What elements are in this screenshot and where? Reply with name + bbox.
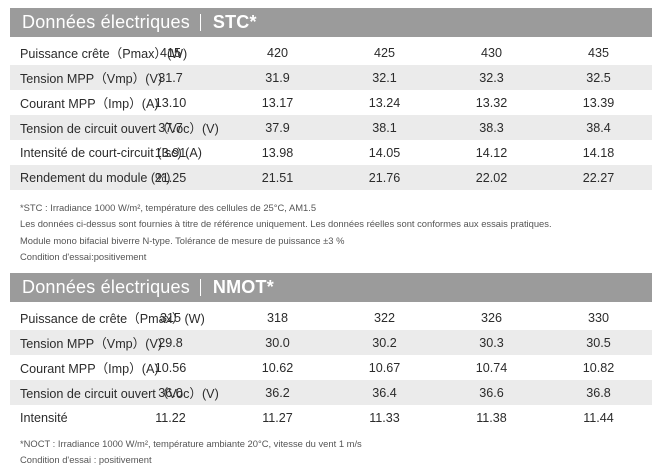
cell-value: 36.0 bbox=[117, 380, 224, 405]
cell-value: 11.27 bbox=[262, 410, 293, 425]
table-row: Tension de circuit ouvert（Voc）(V) 37.7 3… bbox=[10, 115, 652, 140]
cell-value: 318 bbox=[266, 310, 288, 325]
header-separator bbox=[199, 14, 201, 31]
cell-value: 38.1 bbox=[331, 115, 438, 140]
stc-title: Données électriques bbox=[22, 12, 190, 32]
row-label: Puissance crête（Pmax）(W) bbox=[20, 47, 188, 61]
row-label: Courant MPP（Imp）(A) bbox=[20, 97, 159, 111]
cell-value: 435 bbox=[587, 45, 609, 60]
cell-value: 430 bbox=[480, 45, 502, 60]
nmot-notes: *NOCT : Irradiance 1000 W/m², températur… bbox=[10, 436, 652, 469]
cell-value: 36.4 bbox=[331, 380, 438, 405]
cell-value: 10.62 bbox=[261, 360, 294, 375]
row-label: Tension MPP（Vmp）(V) bbox=[10, 65, 162, 90]
cell-value: 37.7 bbox=[117, 115, 224, 140]
table-row: Intensité de court-circuit (Isc) (A) 13.… bbox=[10, 140, 652, 165]
cell-value: 11.22 bbox=[155, 410, 186, 425]
row-label: Intensité bbox=[20, 410, 68, 425]
cell-value: 31.7 bbox=[117, 65, 224, 90]
cell-value: 36.2 bbox=[224, 380, 331, 405]
stc-notes: *STC : Irradiance 1000 W/m², température… bbox=[10, 200, 652, 266]
cell-value: 31.9 bbox=[224, 65, 331, 90]
cell-value: 13.10 bbox=[154, 95, 187, 110]
table-row: Tension de circuit ouvert（Voc）(V) 36.0 3… bbox=[10, 380, 652, 405]
cell-value: 420 bbox=[266, 45, 288, 60]
cell-value: 13.32 bbox=[475, 95, 508, 110]
stc-header: Données électriques STC* bbox=[10, 8, 652, 37]
cell-value: 14.12 bbox=[475, 145, 508, 160]
table-row: Intensité 11.22 11.27 11.33 11.38 11.44 bbox=[10, 405, 652, 430]
cell-value: 415 bbox=[159, 45, 181, 60]
cell-value: 13.24 bbox=[368, 95, 401, 110]
footnote: *STC : Irradiance 1000 W/m², température… bbox=[20, 202, 317, 213]
cell-value: 10.56 bbox=[154, 360, 187, 375]
nmot-title: Données électriques bbox=[22, 277, 190, 297]
cell-value: 13.98 bbox=[261, 145, 294, 160]
table-row: Rendement du module (%) 21.25 21.51 21.7… bbox=[10, 165, 652, 190]
footnote: Condition d'essai:positivement bbox=[20, 251, 147, 263]
cell-value: 22.02 bbox=[438, 165, 545, 190]
cell-value: 11.38 bbox=[476, 410, 507, 425]
cell-value: 29.8 bbox=[117, 330, 224, 355]
cell-value: 32.3 bbox=[438, 65, 545, 90]
footnote: Module mono bifacial biverre N-type. Tol… bbox=[20, 234, 345, 246]
table-row: Puissance crête（Pmax）(W) 415 420 425 430… bbox=[10, 40, 652, 65]
cell-value: 22.27 bbox=[545, 165, 652, 190]
row-label: Rendement du module (%) bbox=[10, 165, 171, 190]
stc-section: Données électriques STC* Puissance crête… bbox=[10, 8, 652, 266]
row-label: Tension de circuit ouvert（Voc）(V) bbox=[10, 115, 219, 140]
stc-mode: STC* bbox=[212, 12, 257, 32]
cell-value: 32.5 bbox=[545, 65, 652, 90]
table-row: Puissance de crête（Pmax）(W) 315 318 322 … bbox=[10, 305, 652, 330]
row-label: Tension MPP（Vmp）(V) bbox=[10, 330, 162, 355]
cell-value: 425 bbox=[373, 45, 395, 60]
cell-value: 36.8 bbox=[545, 380, 652, 405]
nmot-header: Données électriques NMOT* bbox=[10, 273, 652, 302]
nmot-table: Puissance de crête（Pmax）(W) 315 318 322 … bbox=[10, 302, 652, 430]
table-row: Courant MPP（Imp）(A) 13.10 13.17 13.24 13… bbox=[10, 90, 652, 115]
cell-value: 14.05 bbox=[368, 145, 401, 160]
cell-value: 11.33 bbox=[369, 410, 400, 425]
cell-value: 38.3 bbox=[438, 115, 545, 140]
cell-value: 21.51 bbox=[224, 165, 331, 190]
cell-value: 21.76 bbox=[331, 165, 438, 190]
cell-value: 14.18 bbox=[582, 145, 615, 160]
cell-value: 30.0 bbox=[224, 330, 331, 355]
footnote: Les données ci-dessus sont fournies à ti… bbox=[20, 218, 552, 230]
cell-value: 13.17 bbox=[261, 95, 294, 110]
stc-table: Puissance crête（Pmax）(W) 415 420 425 430… bbox=[10, 37, 652, 190]
nmot-section: Données électriques NMOT* Puissance de c… bbox=[10, 273, 652, 469]
cell-value: 37.9 bbox=[224, 115, 331, 140]
cell-value: 30.5 bbox=[545, 330, 652, 355]
footnote: *NOCT : Irradiance 1000 W/m², températur… bbox=[20, 438, 362, 449]
cell-value: 10.67 bbox=[368, 360, 401, 375]
cell-value: 10.74 bbox=[475, 360, 508, 375]
row-label: Courant MPP（Imp）(A) bbox=[20, 362, 159, 376]
cell-value: 11.44 bbox=[583, 410, 614, 425]
header-separator bbox=[199, 279, 201, 296]
row-label: Tension de circuit ouvert（Voc）(V) bbox=[10, 380, 219, 405]
cell-value: 30.3 bbox=[438, 330, 545, 355]
cell-value: 21.25 bbox=[117, 165, 224, 190]
cell-value: 13.91 bbox=[154, 145, 187, 160]
row-label: Intensité de court-circuit (Isc) (A) bbox=[20, 145, 202, 160]
cell-value: 30.2 bbox=[331, 330, 438, 355]
nmot-mode: NMOT* bbox=[212, 277, 274, 297]
footnote: Condition d'essai : positivement bbox=[20, 454, 152, 466]
table-row: Tension MPP（Vmp）(V) 29.8 30.0 30.2 30.3 … bbox=[10, 330, 652, 355]
table-row: Tension MPP（Vmp）(V) 31.7 31.9 32.1 32.3 … bbox=[10, 65, 652, 90]
cell-value: 13.39 bbox=[582, 95, 615, 110]
cell-value: 330 bbox=[587, 310, 609, 325]
cell-value: 32.1 bbox=[331, 65, 438, 90]
cell-value: 322 bbox=[373, 310, 395, 325]
cell-value: 36.6 bbox=[438, 380, 545, 405]
cell-value: 38.4 bbox=[545, 115, 652, 140]
table-row: Courant MPP（Imp）(A) 10.56 10.62 10.67 10… bbox=[10, 355, 652, 380]
cell-value: 10.82 bbox=[582, 360, 615, 375]
cell-value: 326 bbox=[480, 310, 502, 325]
cell-value: 315 bbox=[159, 310, 181, 325]
row-label: Puissance de crête（Pmax）(W) bbox=[20, 312, 205, 326]
